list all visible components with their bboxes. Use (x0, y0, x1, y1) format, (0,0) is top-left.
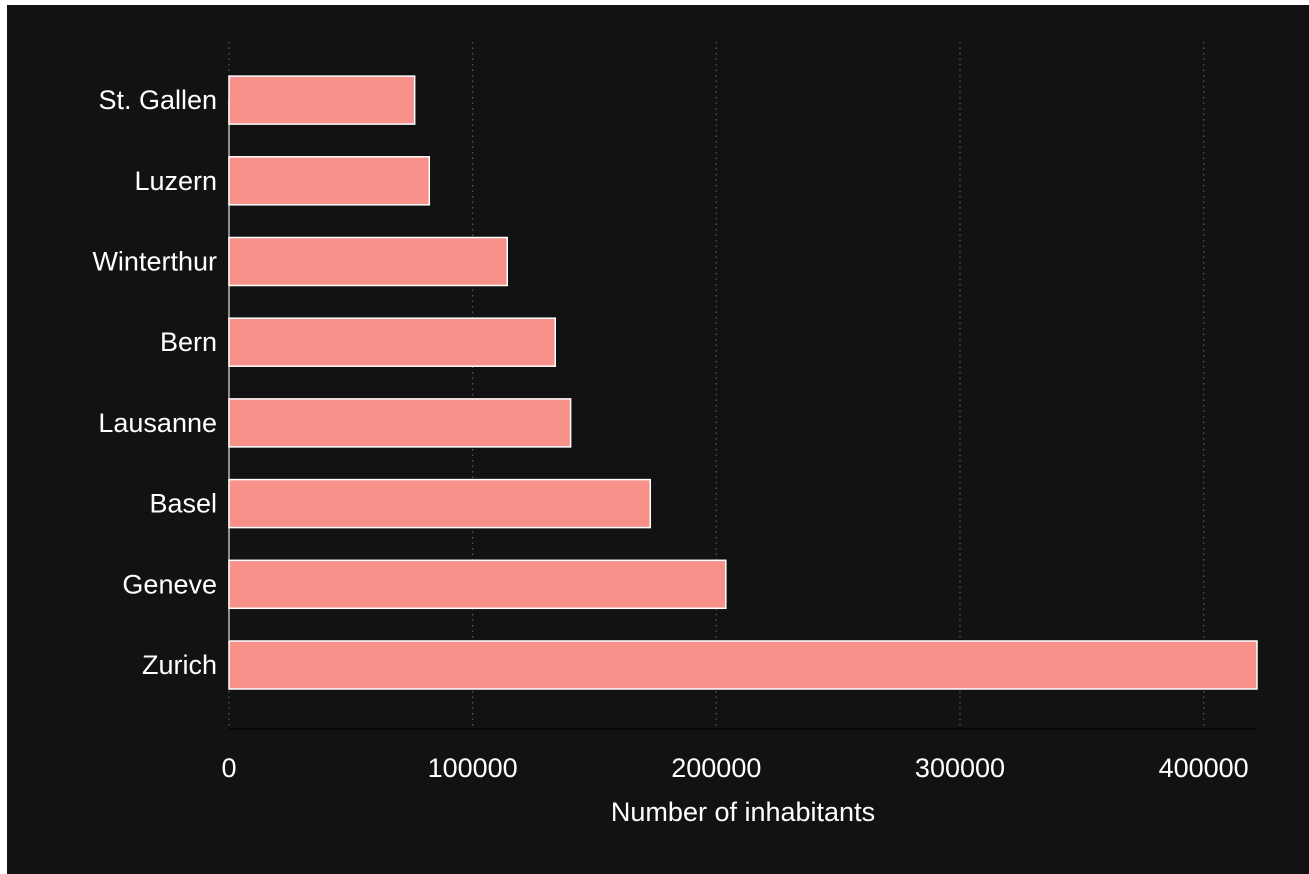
y-tick-label: Geneve (122, 569, 217, 599)
bar-winterthur (228, 236, 509, 287)
y-tick-labels: Zurich Geneve Basel Lausanne Bern Winterthur L… (92, 85, 217, 680)
bar-luzern (228, 156, 431, 206)
y-tick-label: Zurich (142, 650, 217, 680)
y-tick-label: Basel (149, 489, 217, 519)
bar-lausanne (228, 398, 572, 448)
x-tick-label: 400000 (1159, 753, 1249, 783)
bar-st-gallen (228, 75, 416, 125)
y-tick-label: Bern (160, 327, 217, 357)
y-tick-label: Winterthur (92, 247, 217, 277)
bar-zurich (228, 640, 1258, 690)
y-tick-label: St. Gallen (98, 85, 217, 115)
y-tick-label: Lausanne (98, 408, 217, 438)
bars (228, 75, 1258, 690)
grid-lines (228, 42, 1205, 729)
x-tick-label: 300000 (915, 753, 1005, 783)
x-axis-title: Number of inhabitants (611, 797, 875, 827)
x-tick-labels: 0 100000 200000 300000 400000 (221, 753, 1248, 783)
bar-geneve (228, 559, 727, 610)
x-tick-label: 0 (221, 753, 236, 783)
x-tick-label: 200000 (671, 753, 761, 783)
bar-basel (228, 478, 652, 529)
x-tick-label: 100000 (428, 753, 518, 783)
bar-bern (228, 317, 557, 367)
y-tick-label: Luzern (134, 166, 217, 196)
